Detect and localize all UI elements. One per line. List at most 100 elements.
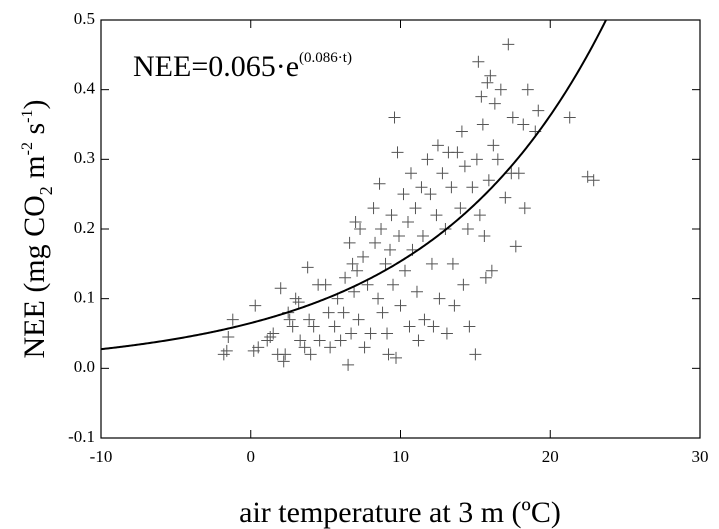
data-point bbox=[491, 153, 504, 166]
data-point bbox=[369, 236, 382, 249]
data-point bbox=[376, 306, 389, 319]
data-point bbox=[286, 320, 299, 333]
data-point bbox=[391, 146, 404, 159]
data-point bbox=[337, 306, 350, 319]
x-tick-label: 20 bbox=[542, 447, 559, 466]
fit-curve bbox=[101, 20, 608, 351]
data-point bbox=[430, 209, 443, 222]
data-point bbox=[409, 202, 422, 215]
data-point bbox=[397, 188, 410, 201]
data-point bbox=[324, 341, 337, 354]
data-point bbox=[334, 334, 347, 347]
data-point bbox=[364, 327, 377, 340]
data-point bbox=[398, 264, 411, 277]
x-tick-label: 30 bbox=[692, 447, 709, 466]
data-point bbox=[403, 320, 416, 333]
y-label-sup: -2 bbox=[19, 142, 36, 155]
fit-equation: NEE=0.065·e(0.086·t) bbox=[133, 50, 352, 83]
data-point bbox=[418, 313, 431, 326]
data-point bbox=[448, 299, 461, 312]
y-label-sup: -1 bbox=[19, 109, 36, 122]
data-point bbox=[264, 330, 277, 343]
equation-exponent: (0.086·t) bbox=[299, 50, 352, 66]
data-point bbox=[313, 334, 326, 347]
data-point bbox=[349, 216, 362, 229]
data-point bbox=[343, 236, 356, 249]
y-axis-label: NEE (mg CO2 m-2 s-1) bbox=[18, 99, 56, 358]
data-point bbox=[382, 348, 395, 361]
data-point bbox=[521, 83, 534, 96]
y-tick-label: 0.5 bbox=[74, 9, 95, 28]
data-point bbox=[394, 299, 407, 312]
data-point bbox=[387, 278, 400, 291]
data-point bbox=[307, 320, 320, 333]
data-point bbox=[328, 320, 341, 333]
data-point bbox=[279, 348, 292, 361]
data-point bbox=[427, 320, 440, 333]
data-point bbox=[512, 167, 525, 180]
data-point bbox=[416, 229, 429, 242]
data-point bbox=[357, 250, 370, 263]
y-tick-label: 0.2 bbox=[74, 218, 95, 237]
x-axis-label: air temperature at 3 m (ºC) bbox=[239, 496, 561, 529]
y-label-part: NEE (mg CO bbox=[18, 195, 51, 358]
data-point bbox=[289, 292, 302, 305]
data-point bbox=[485, 264, 498, 277]
data-point bbox=[488, 97, 501, 110]
data-point bbox=[461, 223, 474, 235]
data-point bbox=[436, 167, 449, 180]
data-point bbox=[226, 313, 239, 326]
y-tick-label: 0.1 bbox=[74, 288, 95, 307]
data-point bbox=[319, 278, 332, 291]
data-point bbox=[410, 285, 423, 298]
data-point bbox=[431, 139, 444, 152]
data-point bbox=[385, 209, 398, 222]
data-point bbox=[342, 358, 355, 371]
data-point bbox=[274, 282, 287, 295]
data-point bbox=[509, 240, 522, 253]
data-point bbox=[445, 181, 458, 194]
x-tick-label: 0 bbox=[247, 447, 256, 466]
y-label-part: m bbox=[18, 155, 51, 186]
y-label-part: ) bbox=[18, 99, 51, 109]
data-point bbox=[381, 327, 394, 340]
data-point bbox=[345, 327, 358, 340]
data-point bbox=[458, 160, 471, 173]
data-point bbox=[222, 330, 235, 343]
data-point bbox=[466, 181, 479, 194]
data-point bbox=[358, 341, 371, 354]
data-point bbox=[261, 334, 274, 347]
data-point bbox=[440, 327, 453, 340]
data-point bbox=[373, 177, 386, 190]
data-point bbox=[421, 153, 434, 166]
data-point bbox=[322, 306, 335, 319]
data-point bbox=[473, 209, 486, 222]
data-point bbox=[379, 257, 392, 270]
data-point bbox=[252, 341, 265, 354]
data-point bbox=[415, 181, 428, 194]
data-point bbox=[502, 38, 515, 51]
data-point bbox=[476, 118, 489, 131]
data-point bbox=[487, 139, 500, 152]
data-point bbox=[499, 191, 512, 204]
y-label-part: s bbox=[18, 123, 51, 142]
data-point bbox=[587, 174, 600, 187]
data-point bbox=[470, 153, 483, 166]
data-point bbox=[393, 229, 406, 242]
data-point bbox=[404, 167, 417, 180]
y-tick-label: 0.4 bbox=[74, 79, 96, 98]
data-point bbox=[220, 344, 233, 357]
data-point bbox=[506, 111, 519, 124]
data-point bbox=[446, 257, 459, 270]
data-point bbox=[481, 76, 494, 89]
data-point bbox=[277, 355, 290, 368]
data-point bbox=[455, 125, 468, 138]
data-point bbox=[401, 216, 414, 229]
data-point bbox=[463, 320, 476, 333]
data-point bbox=[217, 348, 230, 361]
data-point bbox=[301, 261, 314, 274]
data-point bbox=[412, 334, 425, 347]
data-point bbox=[563, 111, 576, 124]
data-point bbox=[388, 111, 401, 124]
